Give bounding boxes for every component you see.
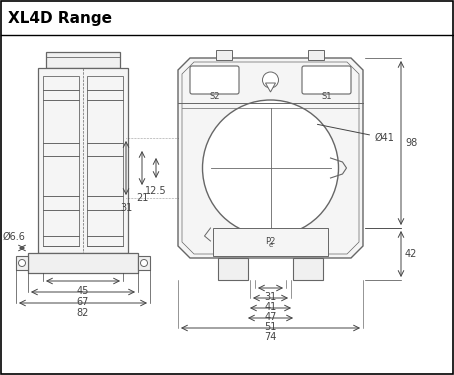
FancyBboxPatch shape [190,66,239,94]
Text: Ø6.6: Ø6.6 [3,232,25,242]
Text: 51: 51 [264,322,276,332]
Polygon shape [178,58,363,258]
Bar [138,256,150,270]
Circle shape [19,260,25,267]
Text: P2: P2 [265,237,276,246]
Circle shape [202,100,339,236]
Text: XL4D Range: XL4D Range [8,10,112,26]
Text: Ø41: Ø41 [317,124,395,143]
Bar [87,76,123,246]
Text: 98: 98 [405,138,417,148]
Text: 21: 21 [136,193,148,203]
Text: e: e [268,242,272,248]
Bar [38,68,128,253]
Text: S2: S2 [209,92,220,101]
Text: 12.5: 12.5 [145,186,167,196]
Circle shape [140,260,148,267]
Text: 82: 82 [77,308,89,318]
Bar [28,253,138,273]
Bar [216,50,232,60]
Bar [43,76,79,246]
Text: S1: S1 [321,92,332,101]
Bar [293,258,323,280]
Bar [213,228,328,256]
Circle shape [262,72,278,88]
Text: 47: 47 [264,312,276,322]
Text: 45: 45 [77,286,89,296]
Text: 41: 41 [264,302,276,312]
Bar [308,50,324,60]
FancyBboxPatch shape [302,66,351,94]
Bar [218,258,248,280]
Bar [46,52,120,68]
Text: 31: 31 [264,292,276,302]
Text: 74: 74 [264,332,276,342]
Text: 31: 31 [120,203,132,213]
Bar [16,256,28,270]
Text: 67: 67 [77,297,89,307]
Polygon shape [266,83,276,92]
Text: 42: 42 [405,249,417,259]
